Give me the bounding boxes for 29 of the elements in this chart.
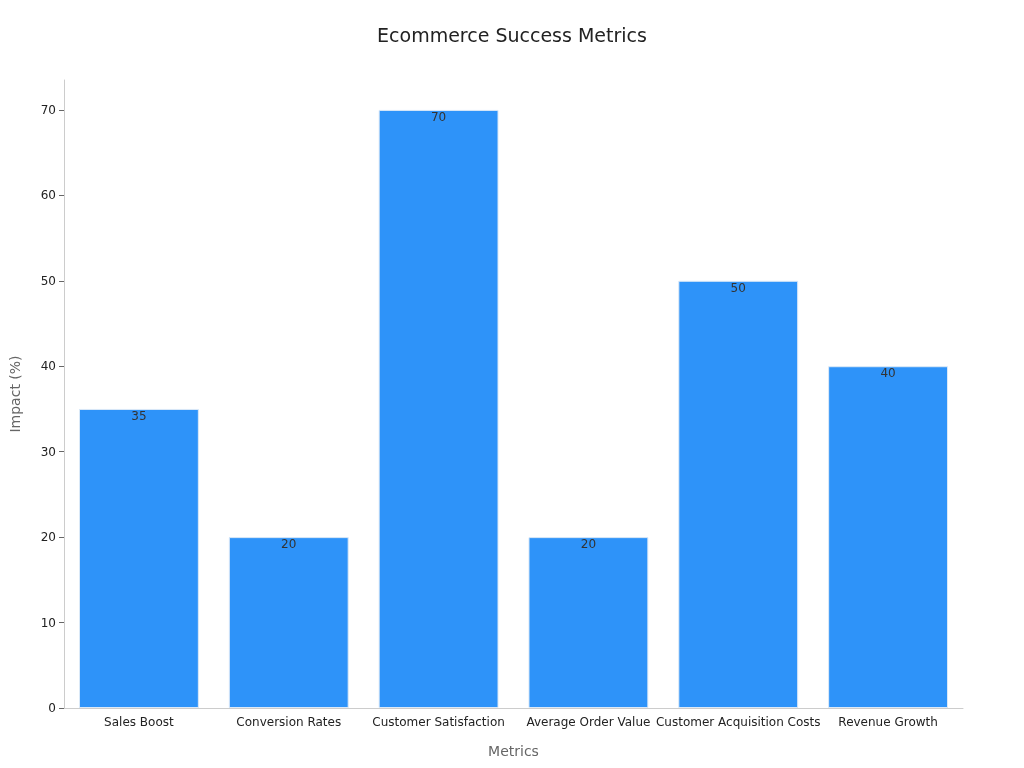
data-label: 20 [580, 537, 597, 552]
y-tick-label: 30 [40, 444, 56, 459]
x-tick-label: Customer Satisfaction [372, 715, 505, 729]
x-tick-label: Conversion Rates [236, 715, 342, 729]
bar [528, 537, 649, 708]
bar [378, 109, 499, 708]
x-tick-label: Revenue Growth [838, 715, 938, 729]
data-label: 35 [131, 408, 147, 423]
y-tick-label: 20 [40, 530, 56, 545]
bar [78, 408, 199, 708]
x-tick-label: Average Order Value [526, 715, 651, 729]
y-tick-label: 60 [40, 188, 56, 203]
x-axis-title: Metrics [488, 743, 539, 759]
data-label: 40 [880, 366, 896, 381]
y-tick-label: 10 [40, 615, 56, 630]
chart-title: Ecommerce Success Metrics [377, 23, 647, 46]
x-tick-label: Sales Boost [104, 715, 175, 729]
data-label: 70 [430, 109, 447, 124]
bar [678, 280, 799, 708]
y-tick-label: 50 [40, 273, 56, 288]
data-label: 20 [281, 537, 297, 552]
y-axis-title: Impact (%) [7, 355, 23, 433]
bar [228, 537, 349, 708]
bar [828, 366, 949, 708]
x-tick-label: Customer Acquisition Costs [655, 715, 821, 729]
y-tick-label: 70 [40, 102, 56, 117]
data-label: 50 [730, 280, 746, 295]
y-tick-label: 40 [40, 359, 56, 374]
y-tick-label: 0 [48, 701, 56, 715]
